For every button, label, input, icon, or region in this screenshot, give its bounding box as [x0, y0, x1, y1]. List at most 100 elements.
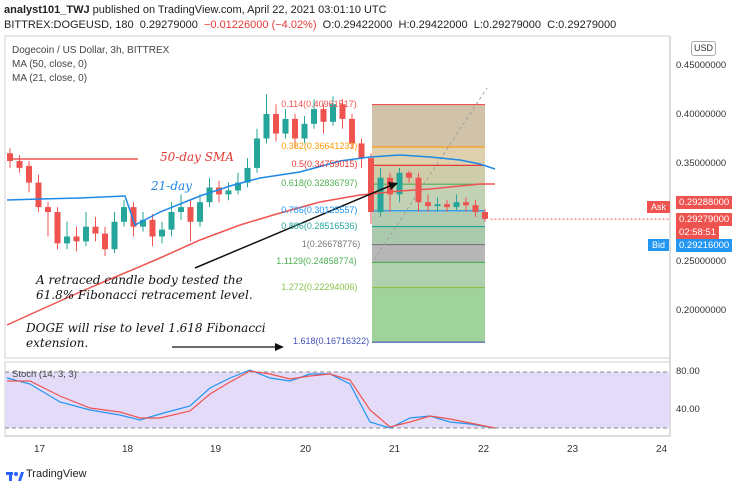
candle-body	[311, 109, 317, 124]
candle-body	[330, 104, 336, 122]
legend-title[interactable]: Dogecoin / US Dollar, 3h, BITTREX	[12, 45, 170, 56]
footer: TradingView	[0, 462, 740, 490]
candle-body	[121, 207, 127, 222]
currency-button[interactable]: USD	[691, 41, 716, 56]
candle-body	[92, 226, 99, 234]
candle-body	[472, 205, 479, 212]
candle-body	[292, 118, 298, 139]
candle-body	[149, 219, 156, 237]
candle-body	[64, 236, 70, 244]
chart-header: analyst101_TWJ published on TradingView.…	[0, 0, 740, 32]
last-price: 0.29279000	[139, 19, 198, 31]
candle-body	[377, 177, 384, 212]
candle-body	[453, 202, 460, 208]
candle-body	[197, 202, 203, 222]
stoch-d-line	[7, 370, 496, 429]
open-value: O:0.29422000	[322, 19, 393, 31]
countdown-tag: 02:58:51	[676, 226, 719, 239]
fib-level-label: 0.886(0.28516536)	[281, 220, 358, 231]
stoch-k-line	[6, 369, 496, 429]
fib-level-label: 0.618(0.32836797)	[281, 178, 358, 189]
brand-name[interactable]: TradingView	[26, 468, 87, 480]
candle-body	[339, 104, 346, 119]
fib-zone	[372, 244, 485, 263]
note1-line1: A retraced candle body tested the	[36, 273, 243, 287]
legend-ma21[interactable]: MA (21, close, 0)	[12, 73, 88, 84]
fib-trend-line	[373, 87, 488, 261]
annotation-arrows	[172, 182, 398, 351]
price-axis-label: 0.35000000	[676, 158, 727, 169]
candle-body	[111, 221, 118, 250]
candlesticks	[7, 94, 670, 257]
price-axis-label: 0.20000000	[676, 305, 727, 316]
candle-body	[206, 187, 213, 203]
candle-body	[282, 118, 289, 134]
candle-body	[7, 153, 13, 162]
price-chart[interactable]	[0, 0, 740, 462]
candle-body	[140, 219, 146, 227]
candle-body	[406, 172, 412, 178]
price-axis-label: 0.25000000	[676, 256, 727, 267]
fib-zone	[372, 287, 485, 343]
candle-body	[168, 212, 175, 230]
price-axis-label: 0.45000000	[676, 60, 727, 71]
candle-body	[102, 233, 108, 250]
stochastic-pane	[5, 369, 670, 429]
fib-zone	[372, 262, 485, 288]
candle-body	[73, 236, 80, 242]
time-axis-label: 23	[567, 444, 579, 455]
candle-body	[216, 187, 222, 195]
candle-body	[263, 114, 270, 139]
bid-price-tag: 0.29216000	[676, 239, 733, 252]
candle-body	[273, 114, 279, 134]
high-value: H:0.29422000	[398, 19, 468, 31]
fib-level-label: 1(0.26678776)	[301, 238, 361, 249]
symbol-label: BITTREX:DOGEUSD, 180	[4, 19, 134, 31]
note2-line1: DOGE will rise to level 1.618 Fibonacci	[26, 321, 266, 335]
ma50-line	[6, 183, 495, 326]
candle-body	[444, 204, 450, 208]
candle-body	[425, 202, 431, 207]
time-axis-label: 20	[300, 444, 312, 455]
sma50-annotation: 50-day SMA	[160, 150, 234, 164]
close-value: C:0.29279000	[547, 19, 617, 31]
candle-body	[244, 167, 251, 183]
candle-body	[130, 207, 137, 227]
annotation-note-2: DOGE will rise to level 1.618 Fibonacci …	[26, 321, 266, 351]
time-axis-label: 21	[389, 444, 401, 455]
candle-body	[187, 207, 194, 222]
candle-body	[434, 204, 441, 207]
note2-line2: extension.	[26, 336, 89, 350]
fib-level-label: 1.1129(0.24858774)	[276, 256, 357, 267]
stoch-level-label: 40.00	[676, 404, 700, 415]
publish-info: published on TradingView.com, April 22, …	[92, 4, 387, 16]
fibonacci-zones[interactable]	[372, 103, 485, 343]
low-value: L:0.29279000	[473, 19, 542, 31]
price-axis-label: 0.40000000	[676, 109, 727, 120]
fib-zone	[372, 226, 485, 245]
candle-body	[45, 207, 51, 212]
legend-ma50[interactable]: MA (50, close, 0)	[12, 59, 88, 70]
tradingview-logo-icon[interactable]	[6, 469, 24, 481]
stoch-label[interactable]: Stoch (14, 3, 3)	[12, 369, 77, 380]
candle-body	[320, 109, 327, 122]
candle-body	[358, 143, 365, 159]
candle-body	[225, 190, 232, 195]
time-axis-label: 22	[478, 444, 490, 455]
candle-body	[368, 158, 374, 212]
candle-body	[254, 138, 260, 168]
price-change: −0.01226000 (−4.02%)	[203, 19, 317, 31]
fib-level-label: 0.114(0.40961517)	[281, 98, 357, 109]
candle-body	[54, 212, 61, 244]
fib-level-label: 0.786(0.30125557)	[281, 204, 358, 215]
author-name[interactable]: analyst101_TWJ	[4, 4, 90, 16]
fib-level-label: 1.618(0.16716322)	[293, 336, 370, 347]
fib-zone	[372, 210, 485, 227]
ask-label: Ask	[647, 201, 671, 213]
stoch-level-label: 80.00	[676, 366, 700, 377]
ohlc-line: BITTREX:DOGEUSD, 180 0.29279000 −0.01226…	[4, 18, 616, 32]
candle-body	[301, 123, 308, 139]
candle-body	[16, 161, 23, 168]
bid-label: Bid	[648, 239, 670, 251]
ask-price-tag: 0.29288000	[676, 196, 733, 209]
